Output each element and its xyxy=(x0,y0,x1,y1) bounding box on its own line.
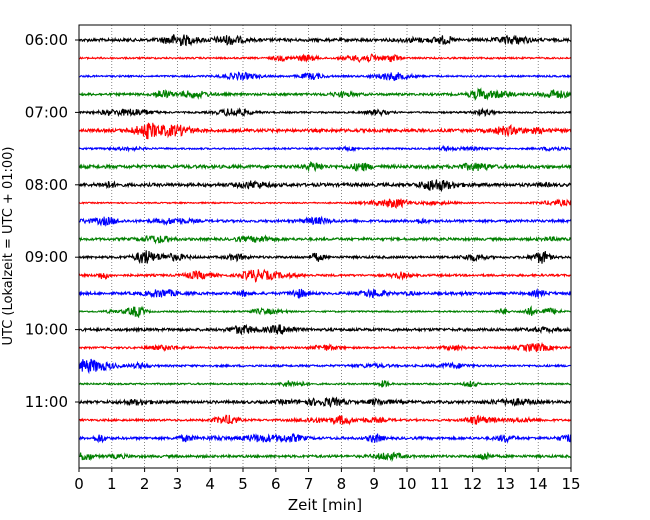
y-axis-ticks: 06:00 07:00 08:00 09:00 10:00 11:00 xyxy=(25,31,79,411)
seismogram-traces xyxy=(78,34,572,463)
x-tick-label: 1 xyxy=(107,475,117,493)
grid-lines xyxy=(111,25,539,468)
seismogram-trace xyxy=(78,358,572,375)
x-tick-label: 6 xyxy=(271,475,281,493)
seismogram-trace xyxy=(78,122,572,140)
seismogram-trace xyxy=(78,305,572,319)
seismogram-trace xyxy=(78,414,572,426)
seismogram-trace xyxy=(78,53,572,63)
plot-frame xyxy=(78,24,572,469)
seismogram-trace xyxy=(78,87,572,102)
seismogram-trace xyxy=(78,179,572,193)
seismogram-trace xyxy=(78,268,572,283)
y-tick-label: 09:00 xyxy=(25,248,68,266)
x-tick-label: 7 xyxy=(304,475,314,493)
x-tick-label: 15 xyxy=(561,475,580,493)
x-tick-label: 4 xyxy=(205,475,215,493)
seismogram-trace xyxy=(78,71,572,82)
seismogram-trace xyxy=(78,215,572,227)
seismogram-trace xyxy=(78,341,572,353)
x-tick-label: 9 xyxy=(369,475,379,493)
seismogram-trace xyxy=(78,451,572,463)
seismogram-trace xyxy=(78,234,572,245)
seismogram-trace xyxy=(78,287,572,300)
seismogram-trace xyxy=(78,144,572,153)
x-axis-ticks: 0 1 2 3 4 5 6 7 8 9 10 11 12 13 14 15 xyxy=(74,468,581,493)
x-tick-label: 5 xyxy=(238,475,248,493)
x-tick-label: 13 xyxy=(496,475,515,493)
y-tick-label: 08:00 xyxy=(25,176,68,194)
seismogram-trace xyxy=(78,161,572,173)
x-tick-label: 14 xyxy=(529,475,548,493)
x-tick-label: 11 xyxy=(430,475,449,493)
y-tick-label: 06:00 xyxy=(25,31,68,49)
y-axis-label: UTC (Lokalzeit = UTC + 01:00) xyxy=(1,147,16,346)
seismogram-trace xyxy=(78,250,572,265)
plot-area xyxy=(79,25,571,468)
x-axis-label: Zeit [min] xyxy=(288,496,362,514)
seismogram-trace xyxy=(78,396,572,408)
x-tick-label: 0 xyxy=(74,475,84,493)
x-tick-label: 3 xyxy=(173,475,183,493)
x-tick-label: 2 xyxy=(140,475,150,493)
seismogram-trace xyxy=(78,432,572,444)
seismogram-trace xyxy=(78,198,572,210)
seismogram-trace xyxy=(78,34,572,47)
y-tick-label: 11:00 xyxy=(25,393,68,411)
seismogram-trace xyxy=(78,107,572,118)
x-tick-label: 12 xyxy=(463,475,482,493)
x-tick-label: 8 xyxy=(337,475,347,493)
y-tick-label: 10:00 xyxy=(25,321,68,339)
y-tick-label: 07:00 xyxy=(25,103,68,121)
seismogram-trace xyxy=(78,380,572,388)
x-tick-label: 10 xyxy=(397,475,416,493)
seismogram-trace xyxy=(78,323,572,336)
